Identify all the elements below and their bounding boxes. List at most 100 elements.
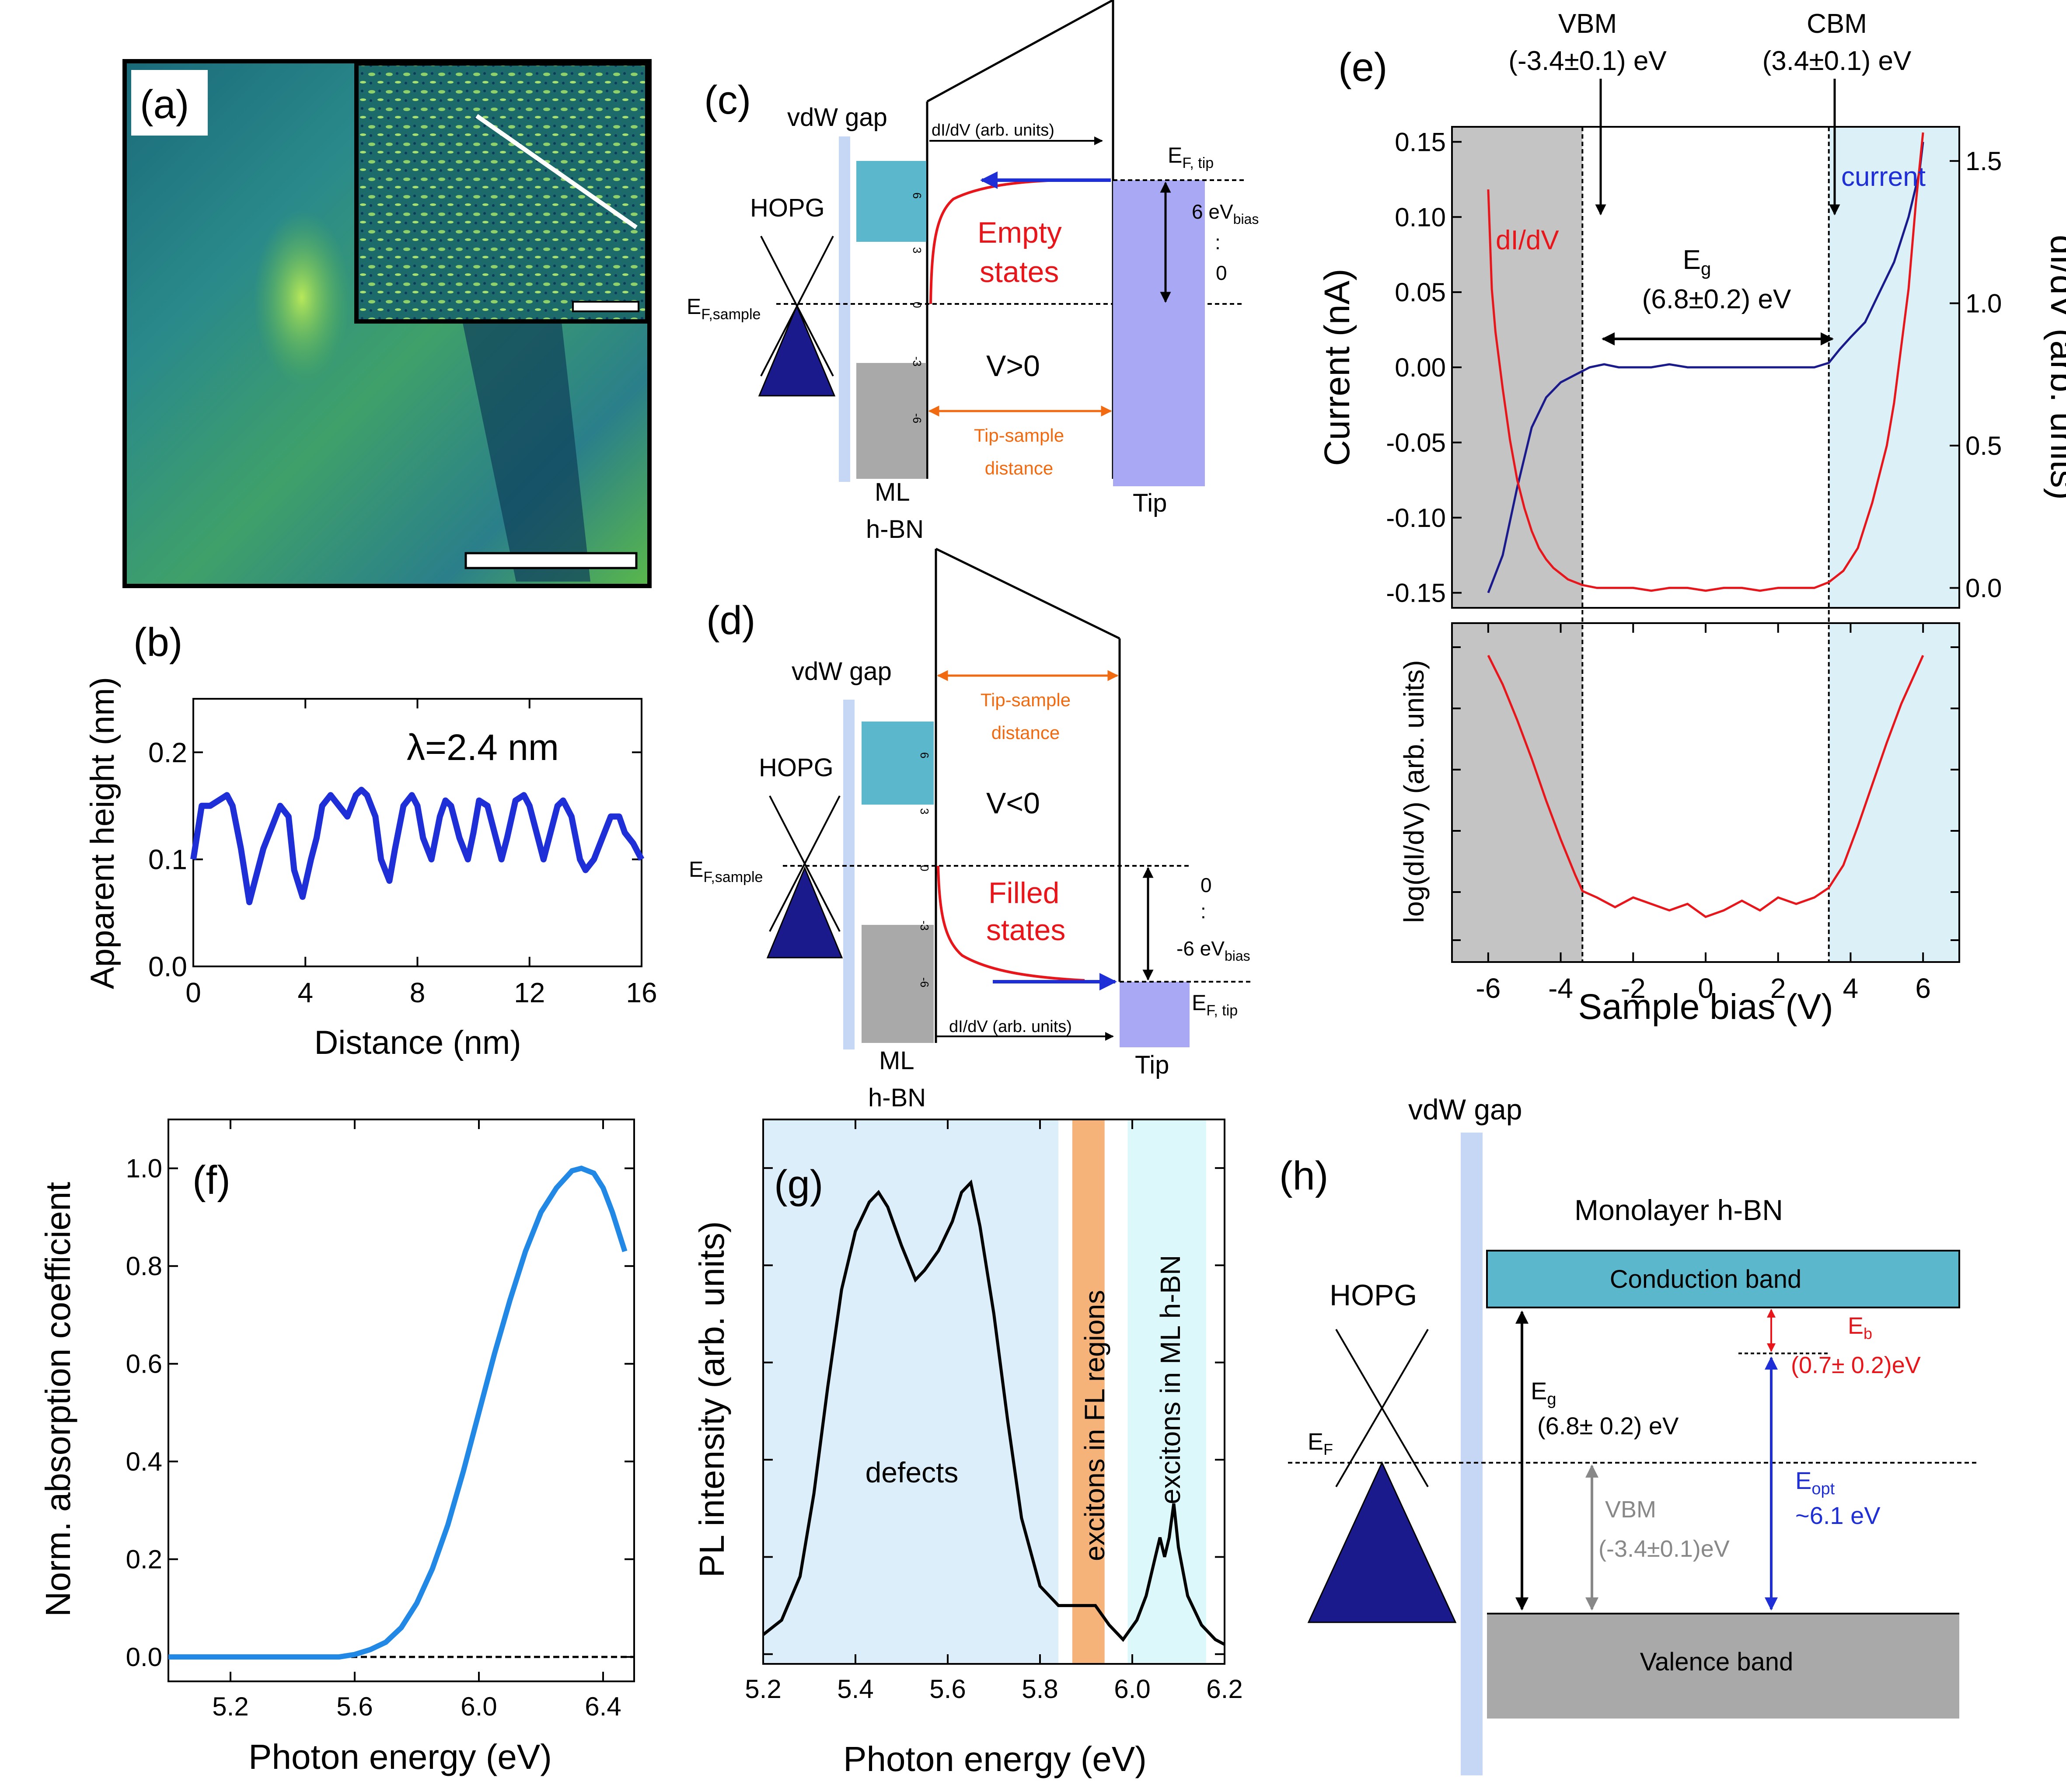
inset-scale-bar [572, 301, 639, 312]
panel-e: (e) -6 -4 -2 0 2 4 6 -0.15 -0.10 -0.05 0.00 0.05 0.… [1317, 9, 2066, 1027]
panel-label-f: (f) [192, 1158, 230, 1203]
vbm-value: (-3.4±0.1)eV [1598, 1536, 1730, 1562]
conduction-band-label: Conduction band [1610, 1265, 1802, 1293]
y-axis-label: Apparent height (nm) [84, 677, 121, 989]
line-profile-marker [475, 114, 638, 230]
y-axis-ticks-right: 0.0 0.5 1.0 1.5 [1950, 146, 2002, 603]
voltage-label: V<0 [986, 787, 1040, 820]
x-tick-label: 0 [1698, 973, 1714, 1004]
hopg-cone [1335, 1328, 1429, 1488]
eopt-label: Eopt [1795, 1467, 1835, 1498]
x-tick-label: 6.0 [461, 1692, 497, 1721]
x-tick-label: 5.6 [929, 1674, 966, 1704]
svg-text:3: 3 [911, 247, 924, 253]
panel-label-bg [131, 70, 208, 136]
ef-sample-label: EF,sample [687, 294, 761, 323]
y-axis-label-bottom: log(dI/dV) (arb. units) [1398, 660, 1430, 923]
eopt-value: ~6.1 eV [1795, 1502, 1881, 1529]
gap-value: (6.8± 0.2) eV [1537, 1412, 1679, 1440]
vdw-gap-label: vdW gap [787, 103, 887, 132]
conduction-band-block [862, 722, 934, 805]
didv-series [1487, 132, 1924, 592]
stm-inset [354, 61, 649, 324]
cbm-shade-bottom [1829, 623, 1959, 962]
panel-label-c: (c) [704, 78, 751, 122]
ef-label: EF [1308, 1429, 1333, 1458]
vbm-value: (-3.4±0.1) eV [1508, 46, 1667, 76]
y-tick-label: 0.15 [1395, 127, 1446, 157]
filled-states-label-1: Filled [988, 876, 1060, 910]
svg-text:6: 6 [918, 752, 931, 758]
hopg-cone [769, 795, 841, 932]
x-axis-label: Sample bias (V) [1578, 987, 1833, 1027]
hopg-label: HOPG [1330, 1279, 1417, 1312]
tip-sample-label-2: distance [985, 458, 1053, 478]
y-tick-label: 0.00 [1395, 353, 1446, 382]
vdw-gap-label: vdW gap [1408, 1093, 1522, 1126]
y-tick-label: 0.5 [1965, 431, 2002, 460]
y-tick-label: 0.6 [126, 1349, 162, 1379]
monolayer-label: Monolayer h-BN [1574, 1194, 1783, 1226]
x-tick-label: 5.2 [745, 1674, 781, 1704]
y-tick-label: 0.0 [148, 951, 187, 982]
panel-a: (a) [122, 59, 652, 588]
eb-label: Eb [1848, 1313, 1872, 1342]
tip-sample-label-1: Tip-sample [981, 690, 1071, 710]
hopg-filled-cone [766, 866, 843, 959]
stm-dark-stripe [459, 306, 590, 582]
conduction-band-block [856, 161, 926, 242]
panel-label-d: (d) [706, 598, 755, 643]
x-tick-label: 6.4 [585, 1692, 621, 1721]
y-tick-label: -0.15 [1386, 579, 1446, 608]
panel-b: (b) 0 4 8 12 16 0.0 0.1 0.2 λ=2.4 nm Distance … [84, 620, 657, 1061]
didv-axis-label: dI/dV (arb. units) [949, 1018, 1072, 1036]
plot-frame [762, 1119, 1225, 1665]
filled-states-curve [937, 865, 1085, 982]
ef-tip-label: EF, tip [1192, 990, 1238, 1019]
vbm-label: VBM [1605, 1496, 1656, 1523]
vdw-gap-bar [839, 136, 850, 482]
x-tick-label: 4 [297, 977, 313, 1008]
y-tick-label: -0.05 [1386, 428, 1446, 457]
panel-label-e: (e) [1338, 45, 1387, 90]
hopg-label: HOPG [750, 194, 825, 222]
panel-label-g: (g) [774, 1162, 823, 1207]
current-legend: current [1841, 162, 1926, 192]
cbm-shade-top [1829, 127, 1959, 608]
y-axis-ticks [763, 1167, 1225, 1655]
vbm-shade-bottom [1452, 623, 1583, 962]
hbn-label: h-BN [866, 515, 924, 544]
empty-states-label-1: Empty [977, 216, 1062, 249]
x-axis-label: Distance (nm) [314, 1024, 521, 1061]
y-tick-label: -0.10 [1386, 503, 1446, 533]
y-tick-label: 0.2 [126, 1545, 162, 1574]
panel-c: (c) vdW gap 6 3 0 -3 -6 HOPG EF,sample d… [687, 0, 1259, 544]
bias-top-label: 0 [1201, 874, 1212, 896]
x-tick-label: 16 [626, 977, 657, 1008]
tip-label: Tip [1133, 489, 1167, 517]
y-tick-label: 0.10 [1395, 202, 1446, 232]
y-axis-label-right: dI/dV (arb. units) [2043, 235, 2066, 500]
y-tick-label: 0.8 [126, 1252, 162, 1281]
voltage-label: V>0 [986, 349, 1040, 383]
gap-label: Eg [1683, 245, 1711, 279]
hbn-label: h-BN [868, 1084, 926, 1112]
y-axis-ticks: 0.0 0.1 0.2 [148, 737, 642, 982]
x-axis-ticks: -6 -4 -2 0 2 4 6 [1476, 623, 1931, 1004]
x-tick-label: -2 [1621, 973, 1646, 1004]
bias-dots: : [1201, 900, 1206, 923]
valence-band-label: Valence band [1640, 1648, 1793, 1676]
wavelength-annotation: λ=2.4 nm [407, 727, 559, 768]
y-tick-label: 0.0 [126, 1642, 162, 1672]
barrier-outline [935, 547, 1121, 1043]
x-tick-label: 0 [185, 977, 201, 1008]
stm-bright-feature [254, 210, 350, 385]
defects-label: defects [865, 1456, 959, 1489]
gap-label: Eg [1531, 1377, 1556, 1408]
valence-band-block [856, 363, 926, 479]
tip-sample-label-1: Tip-sample [974, 425, 1064, 446]
empty-states-curve [929, 179, 1059, 304]
x-tick-label: 6.0 [1114, 1674, 1150, 1704]
panel-label-b: (b) [133, 620, 182, 665]
